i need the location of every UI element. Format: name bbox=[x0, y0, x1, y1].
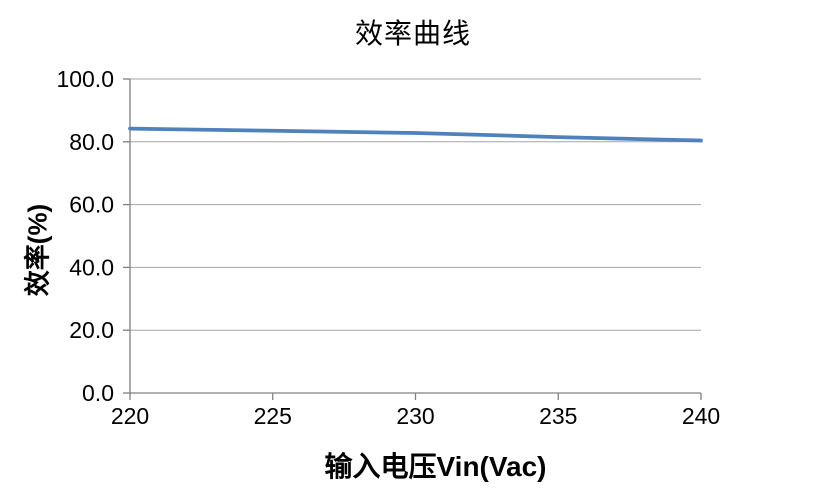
y-tick-label: 100.0 bbox=[56, 66, 114, 92]
x-tick-label: 225 bbox=[254, 403, 292, 429]
y-tick-label: 20.0 bbox=[69, 317, 114, 343]
x-tick-label: 220 bbox=[111, 403, 149, 429]
y-tick-label: 80.0 bbox=[69, 129, 114, 155]
x-tick-label: 240 bbox=[682, 403, 720, 429]
x-tick-label: 235 bbox=[539, 403, 577, 429]
x-axis-title: 输入电压Vin(Vac) bbox=[324, 451, 547, 482]
efficiency-line bbox=[128, 126, 703, 143]
y-tick-label: 40.0 bbox=[69, 254, 114, 280]
chart-title: 效率曲线 bbox=[354, 17, 471, 50]
y-tick-label: 60.0 bbox=[69, 192, 114, 218]
x-tick-label: 230 bbox=[396, 403, 434, 429]
y-tick-label: 0.0 bbox=[82, 380, 114, 406]
